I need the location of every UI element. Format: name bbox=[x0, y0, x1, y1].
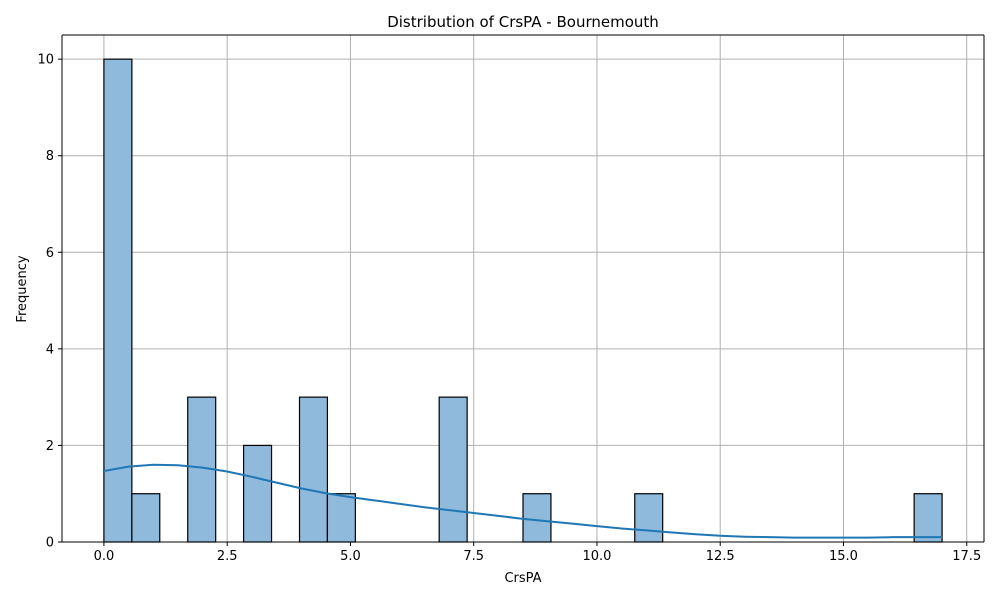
x-tick-label: 12.5 bbox=[706, 549, 735, 564]
y-tick-label: 4 bbox=[46, 342, 54, 357]
y-tick-label: 8 bbox=[46, 149, 54, 164]
x-tick-label: 15.0 bbox=[829, 549, 858, 564]
x-tick-label: 0.0 bbox=[94, 549, 115, 564]
y-tick-label: 6 bbox=[46, 246, 54, 261]
histogram-bar bbox=[242, 444, 273, 543]
histogram-bar bbox=[913, 493, 943, 543]
y-tick-label: 2 bbox=[46, 439, 54, 454]
y-axis-title: Frequency bbox=[15, 255, 30, 322]
x-tick-label: 5.0 bbox=[340, 549, 361, 564]
x-tick-label: 7.5 bbox=[463, 549, 484, 564]
bar-layer bbox=[103, 58, 943, 543]
histogram-bar bbox=[634, 493, 664, 543]
histogram-bar bbox=[522, 493, 552, 543]
x-tick-label: 2.5 bbox=[217, 549, 238, 564]
histogram-bar bbox=[438, 396, 468, 543]
histogram-bar bbox=[131, 493, 161, 543]
x-tick-label: 17.5 bbox=[952, 549, 981, 564]
axis-layer: 0.0 2.5 5.0 7.5 10.0 12.5 15.0 17.5 0 2 4 6 8 10 bbox=[37, 34, 985, 564]
y-tick-label: 10 bbox=[37, 53, 54, 68]
x-tick-label: 10.0 bbox=[582, 549, 611, 564]
kde-layer bbox=[103, 463, 943, 539]
histogram-bar bbox=[298, 396, 329, 543]
x-axis-title: CrsPA bbox=[504, 571, 541, 586]
grid-layer bbox=[62, 35, 984, 543]
kde-curve-line bbox=[103, 463, 943, 539]
histogram-bar bbox=[326, 493, 356, 543]
y-tick-label: 0 bbox=[46, 536, 54, 551]
chart-title: Distribution of CrsPA - Bournemouth bbox=[387, 13, 659, 31]
